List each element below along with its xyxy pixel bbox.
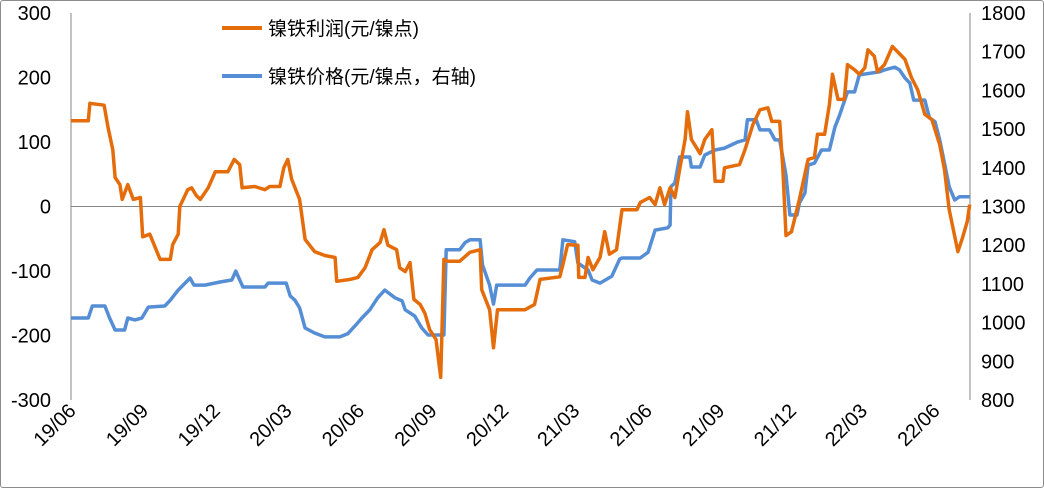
series-lines (71, 44, 972, 380)
x-tick-label: 21/03 (533, 400, 584, 451)
y-tick-label: 300 (18, 3, 51, 25)
y-tick-label: -100 (11, 261, 51, 283)
x-tick-label: 21/09 (678, 400, 729, 451)
legend-label-price: 镍铁价格(元/镍点，右轴) (268, 66, 476, 88)
y2-tick-label: 1400 (981, 158, 1026, 180)
series-line-price (71, 65, 970, 339)
x-tick-label: 20/03 (246, 400, 297, 451)
series-line-profit (71, 44, 972, 380)
legend: 镍铁利润(元/镍点) 镍铁价格(元/镍点，右轴) (222, 18, 476, 88)
y-tick-label: 100 (18, 132, 51, 154)
y-tick-label: 0 (40, 197, 51, 219)
x-tick-label: 20/09 (391, 400, 442, 451)
y2-tick-label: 1800 (981, 3, 1026, 25)
x-tick-label: 19/12 (174, 400, 225, 451)
x-tick-label: 21/12 (750, 400, 801, 451)
y-tick-label: 200 (18, 68, 51, 90)
axes: -300 -200 -100 0 100 200 300 800 900 1000 1100 1200… (11, 3, 1026, 451)
y2-tick-label: 1600 (981, 80, 1026, 102)
y-tick-label: -300 (11, 390, 51, 412)
legend-label-profit: 镍铁利润(元/镍点) (268, 18, 419, 40)
y2-tick-label: 900 (981, 351, 1014, 373)
y2-tick-label: 800 (981, 390, 1014, 412)
x-tick-label: 21/06 (606, 400, 657, 451)
y2-tick-label: 1300 (981, 197, 1026, 219)
y2-tick-label: 1200 (981, 235, 1026, 257)
x-tick-label: 22/06 (894, 400, 945, 451)
y-tick-label: -200 (11, 326, 51, 348)
x-tick-label: 20/12 (462, 400, 513, 451)
y2-tick-label: 1000 (981, 313, 1026, 335)
x-tick-label: 20/06 (318, 400, 369, 451)
x-tick-label: 19/09 (102, 400, 153, 451)
x-tick-label: 22/03 (821, 400, 872, 451)
y2-tick-label: 1700 (981, 42, 1026, 64)
y2-tick-label: 1100 (981, 274, 1024, 296)
y2-tick-label: 1500 (981, 119, 1026, 141)
